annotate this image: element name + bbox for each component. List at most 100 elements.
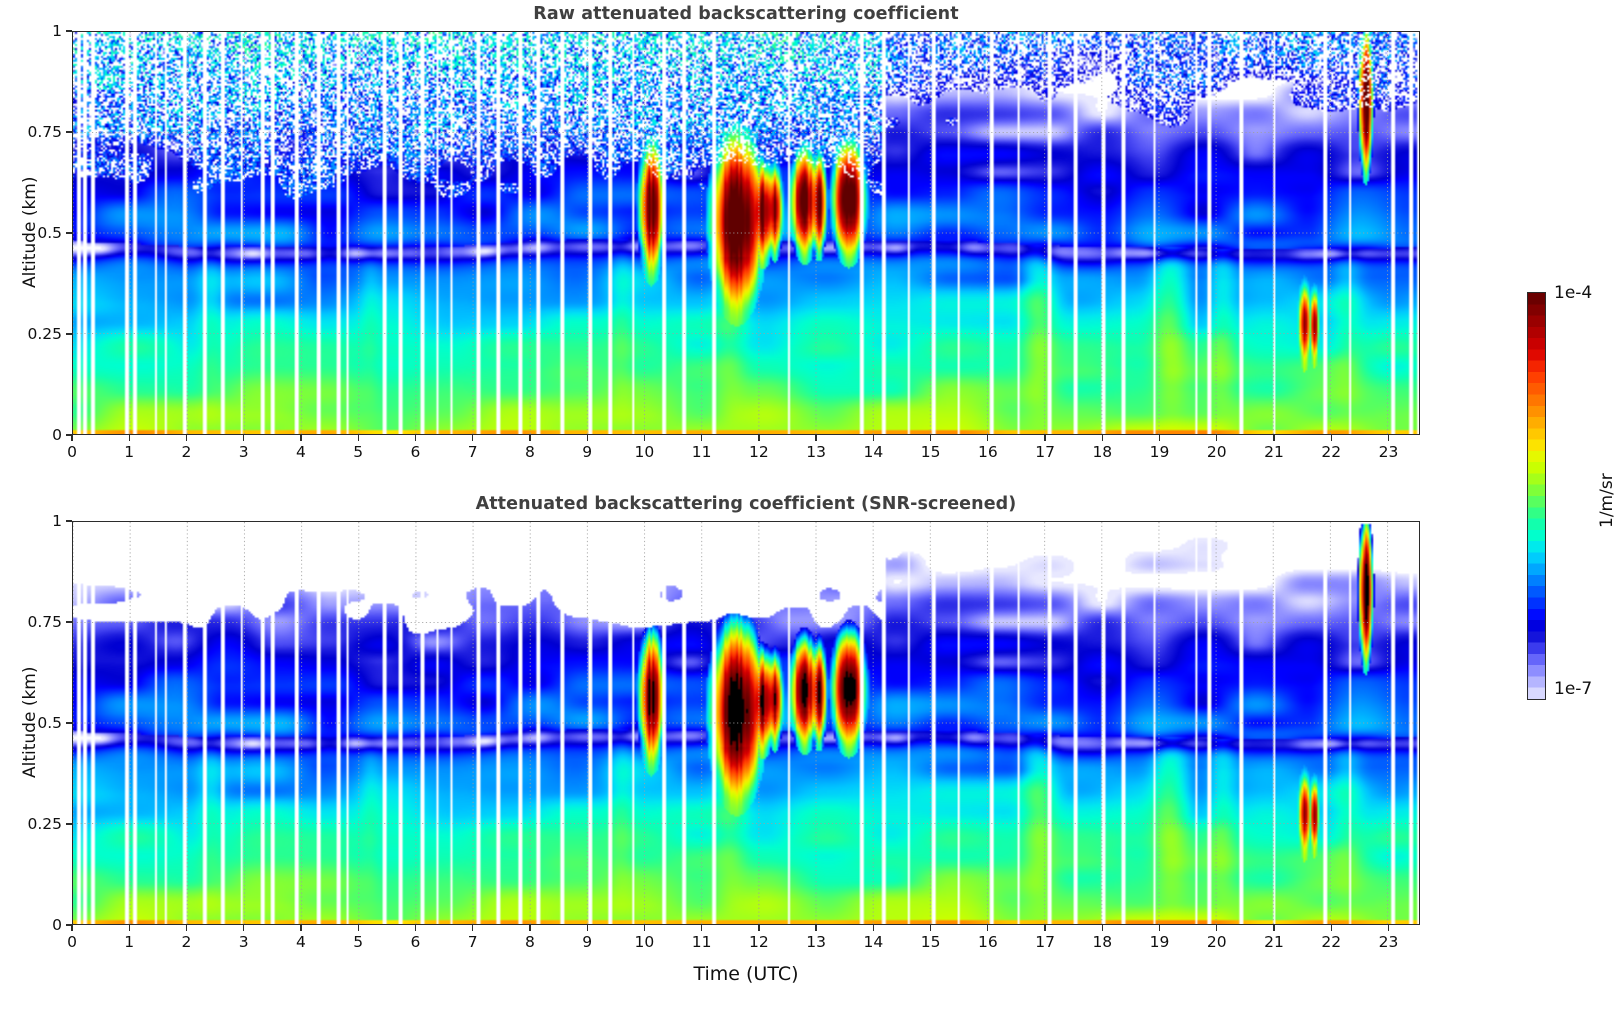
x-tick xyxy=(700,435,703,441)
y-tick-label: 1 xyxy=(52,22,62,40)
y-tick xyxy=(66,823,72,825)
x-tick xyxy=(243,925,245,931)
x-tick-label: 18 xyxy=(1092,443,1113,461)
x-tick-label: 7 xyxy=(467,933,478,951)
x-tick xyxy=(1330,435,1332,441)
x-tick-label: 16 xyxy=(977,443,998,461)
x-tick-label: 10 xyxy=(634,933,655,951)
x-tick xyxy=(185,435,188,441)
x-tick xyxy=(128,925,130,931)
x-tick xyxy=(643,925,646,931)
x-tick-label: 15 xyxy=(920,933,941,951)
x-tick xyxy=(414,925,417,931)
x-tick-label: 5 xyxy=(353,933,364,951)
x-tick-label: 11 xyxy=(691,443,712,461)
x-tick xyxy=(929,435,932,441)
colorbar-min-label: 1e-7 xyxy=(1554,679,1593,699)
x-tick xyxy=(1101,925,1103,931)
x-tick xyxy=(643,435,646,441)
x-tick xyxy=(300,435,302,441)
x-tick xyxy=(357,925,359,931)
y-tick xyxy=(66,621,72,623)
x-tick xyxy=(815,925,817,931)
x-tick-label: 8 xyxy=(524,933,535,951)
axes-raw xyxy=(72,31,1420,435)
x-tick-label: 20 xyxy=(1206,933,1227,951)
x-tick xyxy=(243,435,245,441)
colorbar-max-label: 1e-4 xyxy=(1554,283,1593,303)
x-tick-label: 6 xyxy=(410,443,421,461)
x-tick xyxy=(1216,925,1218,931)
x-tick xyxy=(472,435,474,441)
x-tick-label: 22 xyxy=(1321,443,1342,461)
x-tick-label: 13 xyxy=(806,933,826,951)
y-tick-label: 0.25 xyxy=(27,325,62,343)
x-tick xyxy=(872,435,874,441)
x-tick xyxy=(586,435,588,441)
x-tick-label: 3 xyxy=(238,443,249,461)
x-tick xyxy=(987,925,989,931)
x-tick xyxy=(872,925,874,931)
x-tick-label: 19 xyxy=(1149,933,1170,951)
x-tick-label: 23 xyxy=(1378,933,1399,951)
x-tick-label: 5 xyxy=(353,443,364,461)
x-tick-label: 3 xyxy=(238,933,249,951)
x-tick xyxy=(529,925,531,931)
x-tick xyxy=(185,925,188,931)
x-tick xyxy=(758,925,760,931)
y-tick xyxy=(66,131,72,133)
x-tick xyxy=(987,435,989,441)
x-tick-label: 7 xyxy=(467,443,478,461)
y-tick xyxy=(66,434,72,436)
y-tick-label: 1 xyxy=(52,512,62,530)
x-tick xyxy=(1044,925,1046,931)
x-tick xyxy=(815,435,817,441)
x-tick-label: 11 xyxy=(691,933,712,951)
x-tick xyxy=(1158,435,1161,441)
x-tick-label: 21 xyxy=(1264,933,1284,951)
axes-screened xyxy=(72,521,1420,925)
x-tick xyxy=(1387,435,1390,441)
x-tick-label: 20 xyxy=(1206,443,1227,461)
x-tick-label: 4 xyxy=(296,933,306,951)
x-tick-label: 12 xyxy=(749,933,769,951)
y-tick xyxy=(66,232,72,234)
y-tick-label: 0.5 xyxy=(37,224,62,242)
x-tick-label: 2 xyxy=(181,443,192,461)
x-tick-label: 19 xyxy=(1149,443,1170,461)
y-tick-label: 0.5 xyxy=(37,714,62,732)
x-tick-label: 4 xyxy=(296,443,306,461)
x-tick-label: 1 xyxy=(124,933,135,951)
x-tick-label: 16 xyxy=(977,933,998,951)
x-tick-label: 14 xyxy=(863,933,884,951)
colorbar xyxy=(1527,292,1546,700)
x-tick-label: 14 xyxy=(863,443,884,461)
y-tick-label: 0 xyxy=(52,916,62,934)
x-tick xyxy=(1273,925,1275,931)
x-tick-label: 13 xyxy=(806,443,826,461)
x-tick-label: 17 xyxy=(1035,443,1055,461)
x-tick xyxy=(1101,435,1103,441)
x-tick xyxy=(1216,435,1218,441)
x-tick-label: 10 xyxy=(634,443,655,461)
heatmap-screened xyxy=(73,522,1419,924)
x-tick-label: 0 xyxy=(67,933,77,951)
x-tick-label: 9 xyxy=(582,933,593,951)
x-tick-label: 6 xyxy=(410,933,421,951)
x-tick xyxy=(929,925,932,931)
x-tick xyxy=(529,435,531,441)
x-tick-label: 17 xyxy=(1035,933,1055,951)
x-tick-label: 21 xyxy=(1264,443,1284,461)
x-tick-label: 23 xyxy=(1378,443,1399,461)
x-tick xyxy=(1273,435,1275,441)
x-tick-label: 0 xyxy=(67,443,77,461)
x-tick-label: 2 xyxy=(181,933,192,951)
y-tick xyxy=(66,30,72,32)
y-tick-label: 0.25 xyxy=(27,815,62,833)
heatmap-raw xyxy=(73,32,1419,434)
x-tick-label: 8 xyxy=(524,443,535,461)
colorbar-axis-label: 1/m/sr xyxy=(1597,473,1617,528)
x-tick xyxy=(300,925,302,931)
x-tick xyxy=(758,435,760,441)
